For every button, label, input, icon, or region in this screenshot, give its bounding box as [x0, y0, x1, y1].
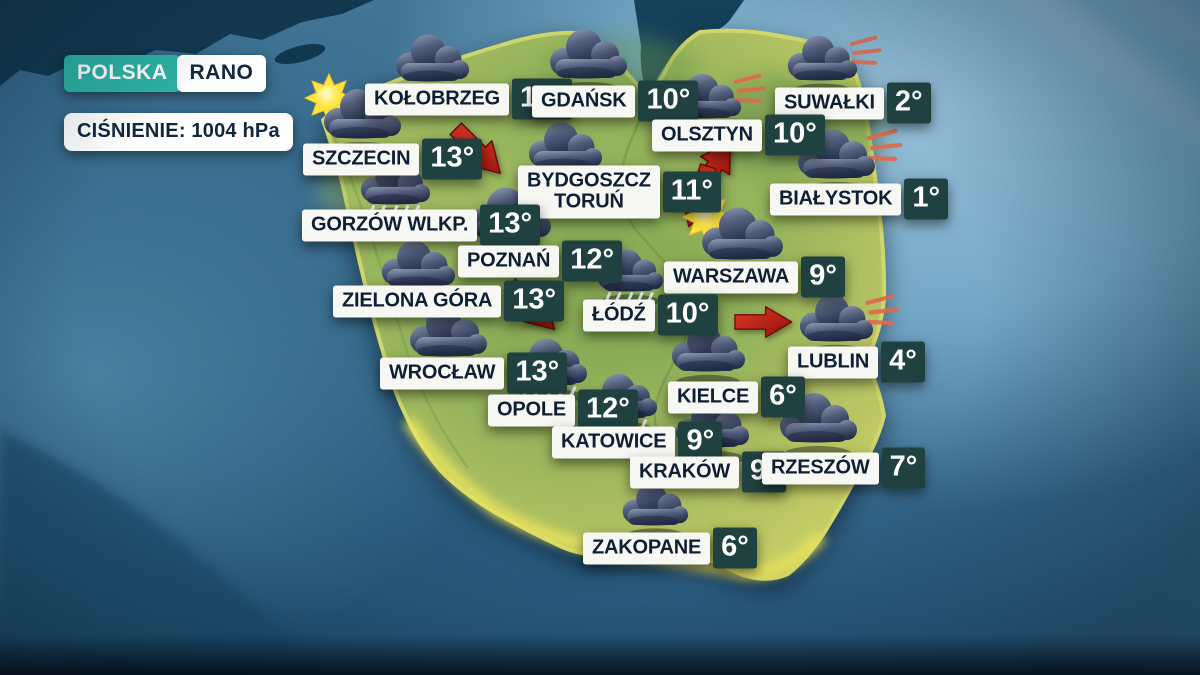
- city-temperature: 11°: [662, 171, 722, 213]
- city-name: KRAKÓW: [630, 456, 740, 488]
- city-name: ŁÓDŹ: [583, 299, 655, 331]
- city-name: SUWAŁKI: [775, 87, 884, 119]
- city-temperature: 13°: [504, 280, 565, 322]
- gusts-icon: [849, 35, 882, 65]
- city-name-line2: TORUŃ: [554, 190, 624, 213]
- city-name: KIELCE: [668, 381, 759, 413]
- city-temperature: 10°: [764, 114, 825, 156]
- city-temperature: 6°: [713, 527, 757, 569]
- city-temperature: 13°: [422, 138, 483, 180]
- sea-light-streaks: [1005, 0, 1200, 152]
- city-label-szczecin: SZCZECIN 13°: [303, 138, 483, 180]
- city-name: RZESZÓW: [762, 452, 879, 484]
- city-name: BIAŁYSTOK: [770, 183, 902, 215]
- city-temperature: 2°: [886, 82, 931, 124]
- city-name: ZAKOPANE: [583, 532, 711, 564]
- city-temperature: 1°: [904, 178, 949, 220]
- region-badge: POLSKA: [64, 55, 181, 92]
- baltic-dark-patch: [634, 0, 744, 96]
- southwest-relief: [0, 430, 320, 675]
- city-temperature: 10°: [657, 294, 718, 336]
- city-label-opole: OPOLE 12°: [488, 389, 638, 431]
- city-temperature: 12°: [562, 240, 623, 282]
- city-temperature: 4°: [881, 341, 925, 383]
- city-label-wroclaw: WROCŁAW 13°: [380, 352, 568, 394]
- city-temperature: 13°: [507, 352, 568, 394]
- city-label-warszawa: WARSZAWA 9°: [664, 256, 845, 298]
- time-of-day-badge: RANO: [176, 55, 267, 92]
- city-label-gorzow-wlkp: GORZÓW WLKP. 13°: [302, 204, 541, 246]
- city-name: POZNAŃ: [458, 245, 560, 277]
- city-temperature: 13°: [480, 204, 541, 246]
- city-name: WARSZAWA: [664, 261, 799, 293]
- cloud-icon: [395, 34, 470, 82]
- odra-river: [330, 131, 470, 469]
- city-label-zakopane: ZAKOPANE 6°: [583, 527, 757, 569]
- city-label-zielona-gora: ZIELONA GÓRA 13°: [333, 280, 565, 322]
- city-name: BYDGOSZCZ TORUŃ: [518, 165, 660, 219]
- city-label-gdansk: GDAŃSK 10°: [532, 80, 699, 122]
- city-label-bialystok: BIAŁYSTOK 1°: [770, 178, 949, 220]
- city-label-olsztyn: OLSZTYN 10°: [652, 114, 825, 156]
- city-temperature: 6°: [761, 376, 805, 418]
- city-label-suwalki: SUWAŁKI 2°: [775, 82, 931, 124]
- scandinavia-landmass: [0, 0, 374, 86]
- city-name: WROCŁAW: [380, 357, 505, 389]
- city-label-katowice: KATOWICE 9°: [552, 421, 723, 463]
- city-name: OPOLE: [488, 394, 576, 426]
- pressure-badge: CIŚNIENIE: 1004 hPa: [64, 113, 293, 151]
- city-label-lodz: ŁÓDŹ 10°: [583, 294, 718, 336]
- city-temperature: 7°: [881, 447, 926, 489]
- city-name: OLSZTYN: [652, 119, 762, 151]
- city-name: KATOWICE: [552, 426, 676, 458]
- city-name: KOŁOBRZEG: [365, 83, 509, 115]
- city-label-rzeszow: RZESZÓW 7°: [762, 447, 926, 489]
- city-name: GDAŃSK: [532, 85, 636, 117]
- city-label-bydgoszcz: BYDGOSZCZ TORUŃ 11°: [518, 165, 722, 219]
- city-temperature: 9°: [801, 256, 845, 298]
- city-temperature: 12°: [578, 389, 638, 431]
- city-name: GORZÓW WLKP.: [302, 209, 478, 241]
- city-name: ZIELONA GÓRA: [333, 285, 502, 317]
- city-temperature: 9°: [678, 421, 723, 463]
- city-name: LUBLIN: [788, 346, 879, 378]
- city-name: SZCZECIN: [303, 143, 420, 175]
- city-label-lublin: LUBLIN 4°: [788, 341, 925, 383]
- program-badge: POLSKA RANO: [64, 55, 267, 92]
- city-label-kielce: KIELCE 6°: [668, 376, 805, 418]
- city-label-poznan: POZNAŃ 12°: [458, 240, 623, 282]
- city-temperature: 10°: [638, 80, 699, 122]
